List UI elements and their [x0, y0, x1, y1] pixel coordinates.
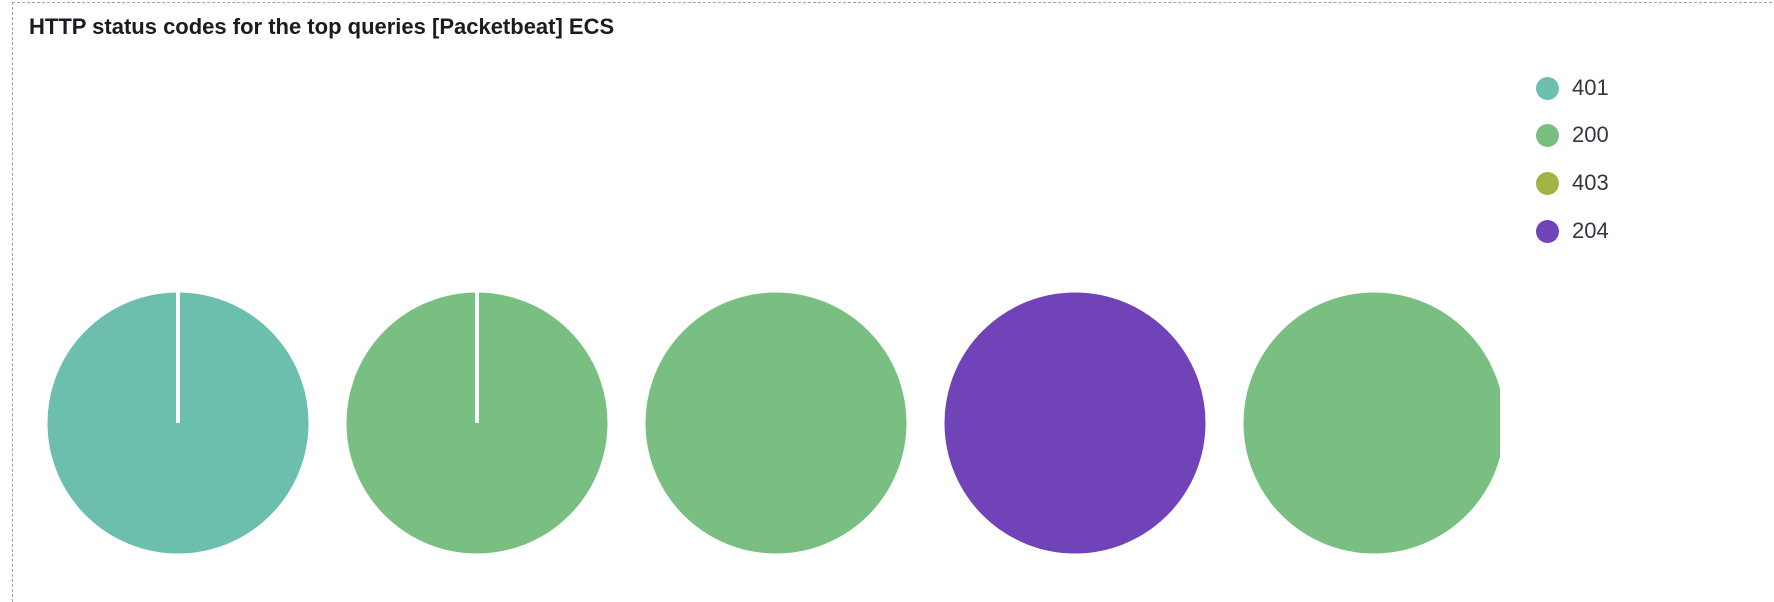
legend-label-204: 204 — [1572, 218, 1609, 243]
pie-5 — [1242, 291, 1500, 555]
pie-1 — [46, 291, 310, 555]
pie-3-slice-200[interactable] — [644, 291, 908, 555]
legend-label-403: 403 — [1572, 170, 1609, 195]
legend-item-401[interactable]: 401 — [1536, 75, 1609, 101]
legend-label-401: 401 — [1572, 75, 1609, 100]
legend-label-200: 200 — [1572, 122, 1609, 147]
legend-swatch-204 — [1536, 219, 1559, 243]
legend-swatch-401 — [1536, 76, 1559, 100]
pie-charts — [46, 291, 1500, 555]
legend-item-403[interactable]: 403 — [1536, 170, 1609, 196]
legend-swatch-200 — [1536, 123, 1559, 147]
legend-item-200[interactable]: 200 — [1536, 122, 1609, 148]
panel-title: HTTP status codes for the top queries [P… — [29, 14, 615, 39]
legend-item-204[interactable]: 204 — [1536, 218, 1609, 244]
pie-4-slice-204[interactable] — [943, 291, 1207, 555]
pie-5-slice-200[interactable] — [1242, 291, 1500, 555]
legend-swatch-403 — [1536, 171, 1559, 195]
visualization-panel — [12, 2, 1774, 602]
pie-3 — [644, 291, 908, 555]
pie-2 — [345, 291, 609, 555]
pie-4 — [943, 291, 1207, 555]
